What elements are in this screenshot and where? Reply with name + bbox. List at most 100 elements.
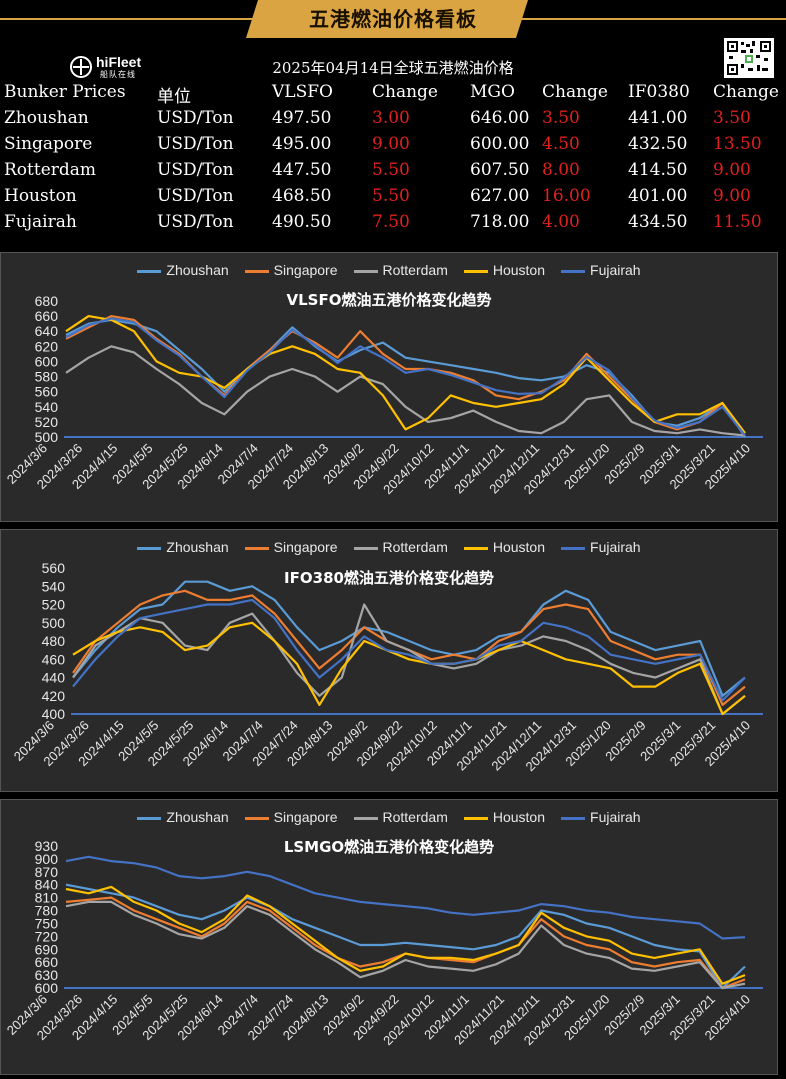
y-tick-label: 600 — [35, 353, 59, 369]
logo-subtitle: 船队在线 — [100, 70, 136, 79]
lsmgo-chart-title: LSMGO燃油五港价格变化趋势 — [283, 838, 495, 856]
table-cell: USD/Ton — [157, 160, 234, 180]
table-header-cell: 单位 — [157, 87, 191, 107]
y-tick-label: 440 — [42, 670, 66, 686]
legend-swatch — [137, 546, 162, 550]
vlsfo-line-chart: 5005205405605806006206406606802024/3/620… — [4, 293, 763, 497]
series-line-rotterdam — [72, 603, 746, 716]
series-line-houston — [72, 621, 746, 716]
table-cell: 9.00 — [713, 160, 751, 180]
table-cell: 490.50 — [272, 212, 332, 232]
table-cell: 13.50 — [713, 134, 762, 154]
y-tick-label: 400 — [42, 706, 66, 722]
y-tick-label: 460 — [42, 651, 66, 667]
series-line-zhoushan — [65, 883, 746, 990]
legend-item: Fujairah — [561, 262, 641, 278]
y-tick-label: 720 — [35, 928, 59, 944]
y-tick-label: 750 — [35, 915, 59, 931]
legend-item: Singapore — [244, 809, 338, 825]
legend-label: Rotterdam — [382, 539, 448, 555]
y-tick-label: 560 — [42, 560, 66, 576]
table-cell: 4.00 — [542, 212, 580, 232]
y-tick-label: 540 — [42, 578, 66, 594]
y-tick-label: 520 — [35, 414, 59, 430]
table-cell: 4.50 — [542, 134, 580, 154]
y-tick-label: 930 — [35, 838, 59, 854]
date-title: 2025年04月14日全球五港燃油价格 — [272, 59, 514, 77]
legend-item: Rotterdam — [353, 809, 448, 825]
table-cell: Singapore — [4, 134, 93, 154]
legend-label: Houston — [492, 539, 546, 555]
y-tick-label: 660 — [35, 308, 59, 324]
legend-item: Rotterdam — [353, 539, 448, 555]
y-tick-label: 680 — [35, 293, 59, 309]
y-tick-label: 690 — [35, 941, 59, 957]
vlsfo-legend: Zhoushan Singapore Rotterdam Houston Fujaira… — [1, 262, 777, 278]
y-tick-label: 580 — [35, 369, 59, 385]
legend-item: Houston — [463, 809, 545, 825]
legend-swatch — [137, 269, 162, 273]
series-line-houston — [65, 885, 746, 985]
series-line-fujairah — [65, 855, 746, 940]
ifo380-line-chart: 4004204404604805005205405602024/3/62024/… — [11, 560, 763, 774]
legend-swatch — [463, 816, 488, 820]
y-tick-label: 520 — [42, 597, 66, 613]
y-tick-label: 480 — [42, 633, 66, 649]
table-header-row: Bunker Prices 单位 VLSFO Change MGO Change IF038… — [0, 82, 786, 108]
table-cell: 441.00 — [628, 108, 688, 128]
legend-label: Singapore — [273, 809, 338, 825]
y-tick-label: 870 — [35, 864, 59, 880]
legend-item: Houston — [463, 262, 545, 278]
legend-swatch — [244, 546, 269, 550]
table-cell: Rotterdam — [4, 160, 97, 180]
y-tick-label: 780 — [35, 903, 59, 919]
y-tick-label: 660 — [35, 954, 59, 970]
legend-label: Fujairah — [590, 539, 641, 555]
table-row: Singapore USD/Ton 495.00 9.00 600.00 4.50 432.… — [0, 134, 786, 160]
table-cell: 3.50 — [713, 108, 751, 128]
page-title: 五港燃油价格看板 — [309, 7, 477, 31]
legend-item: Rotterdam — [353, 262, 448, 278]
legend-item: Fujairah — [561, 809, 641, 825]
legend-label: Singapore — [273, 539, 338, 555]
series-line-zhoushan — [65, 318, 746, 438]
table-row: Fujairah USD/Ton 490.50 7.50 718.00 4.00 434.5… — [0, 212, 786, 238]
y-tick-label: 840 — [35, 877, 59, 893]
lsmgo-chart-panel: Zhoushan Singapore Rotterdam Houston Fujaira… — [0, 799, 778, 1075]
hifleet-logo-icon — [70, 56, 92, 78]
lsmgo-legend: Zhoushan Singapore Rotterdam Houston Fujaira… — [1, 809, 777, 825]
legend-label: Singapore — [273, 262, 338, 278]
legend-item: Fujairah — [561, 539, 641, 555]
table-cell: Fujairah — [4, 212, 77, 232]
table-header-cell: IF0380 — [628, 82, 690, 102]
table-cell: 627.00 — [470, 186, 530, 206]
ifo380-chart-panel: Zhoushan Singapore Rotterdam Houston Fujaira… — [0, 529, 778, 792]
table-header-cell: Change — [713, 82, 779, 102]
table-cell: 5.50 — [372, 160, 410, 180]
legend-swatch — [353, 269, 378, 273]
table-row: Zhoushan USD/Ton 497.50 3.00 646.00 3.50 441.0… — [0, 108, 786, 134]
legend-swatch — [353, 816, 378, 820]
y-tick-label: 630 — [35, 967, 59, 983]
logo-name: hiFleet — [96, 54, 142, 70]
legend-swatch — [561, 546, 586, 550]
table-row: Rotterdam USD/Ton 447.50 5.50 607.50 8.00 414.… — [0, 160, 786, 186]
ifo380-legend: Zhoushan Singapore Rotterdam Houston Fujaira… — [1, 539, 777, 555]
series-line-singapore — [72, 589, 746, 706]
legend-item: Houston — [463, 539, 546, 555]
y-tick-label: 600 — [35, 980, 59, 996]
table-cell: 607.50 — [470, 160, 530, 180]
series-line-fujairah — [72, 598, 746, 702]
table-header-cell: Bunker Prices — [4, 82, 126, 102]
table-header-cell: VLSFO — [272, 82, 333, 102]
table-row: Houston USD/Ton 468.50 5.50 627.00 16.00 401.0… — [0, 186, 786, 212]
legend-swatch — [244, 269, 269, 273]
vlsfo-chart-panel: Zhoushan Singapore Rotterdam Houston Fujaira… — [0, 252, 778, 522]
table-cell: 8.00 — [542, 160, 580, 180]
vlsfo-chart-title: VLSFO燃油五港价格变化趋势 — [286, 291, 492, 309]
legend-item: Zhoushan — [137, 809, 229, 825]
legend-swatch — [137, 816, 162, 820]
table-cell: 9.00 — [372, 134, 410, 154]
y-tick-label: 540 — [35, 399, 59, 415]
y-tick-label: 640 — [35, 323, 59, 339]
